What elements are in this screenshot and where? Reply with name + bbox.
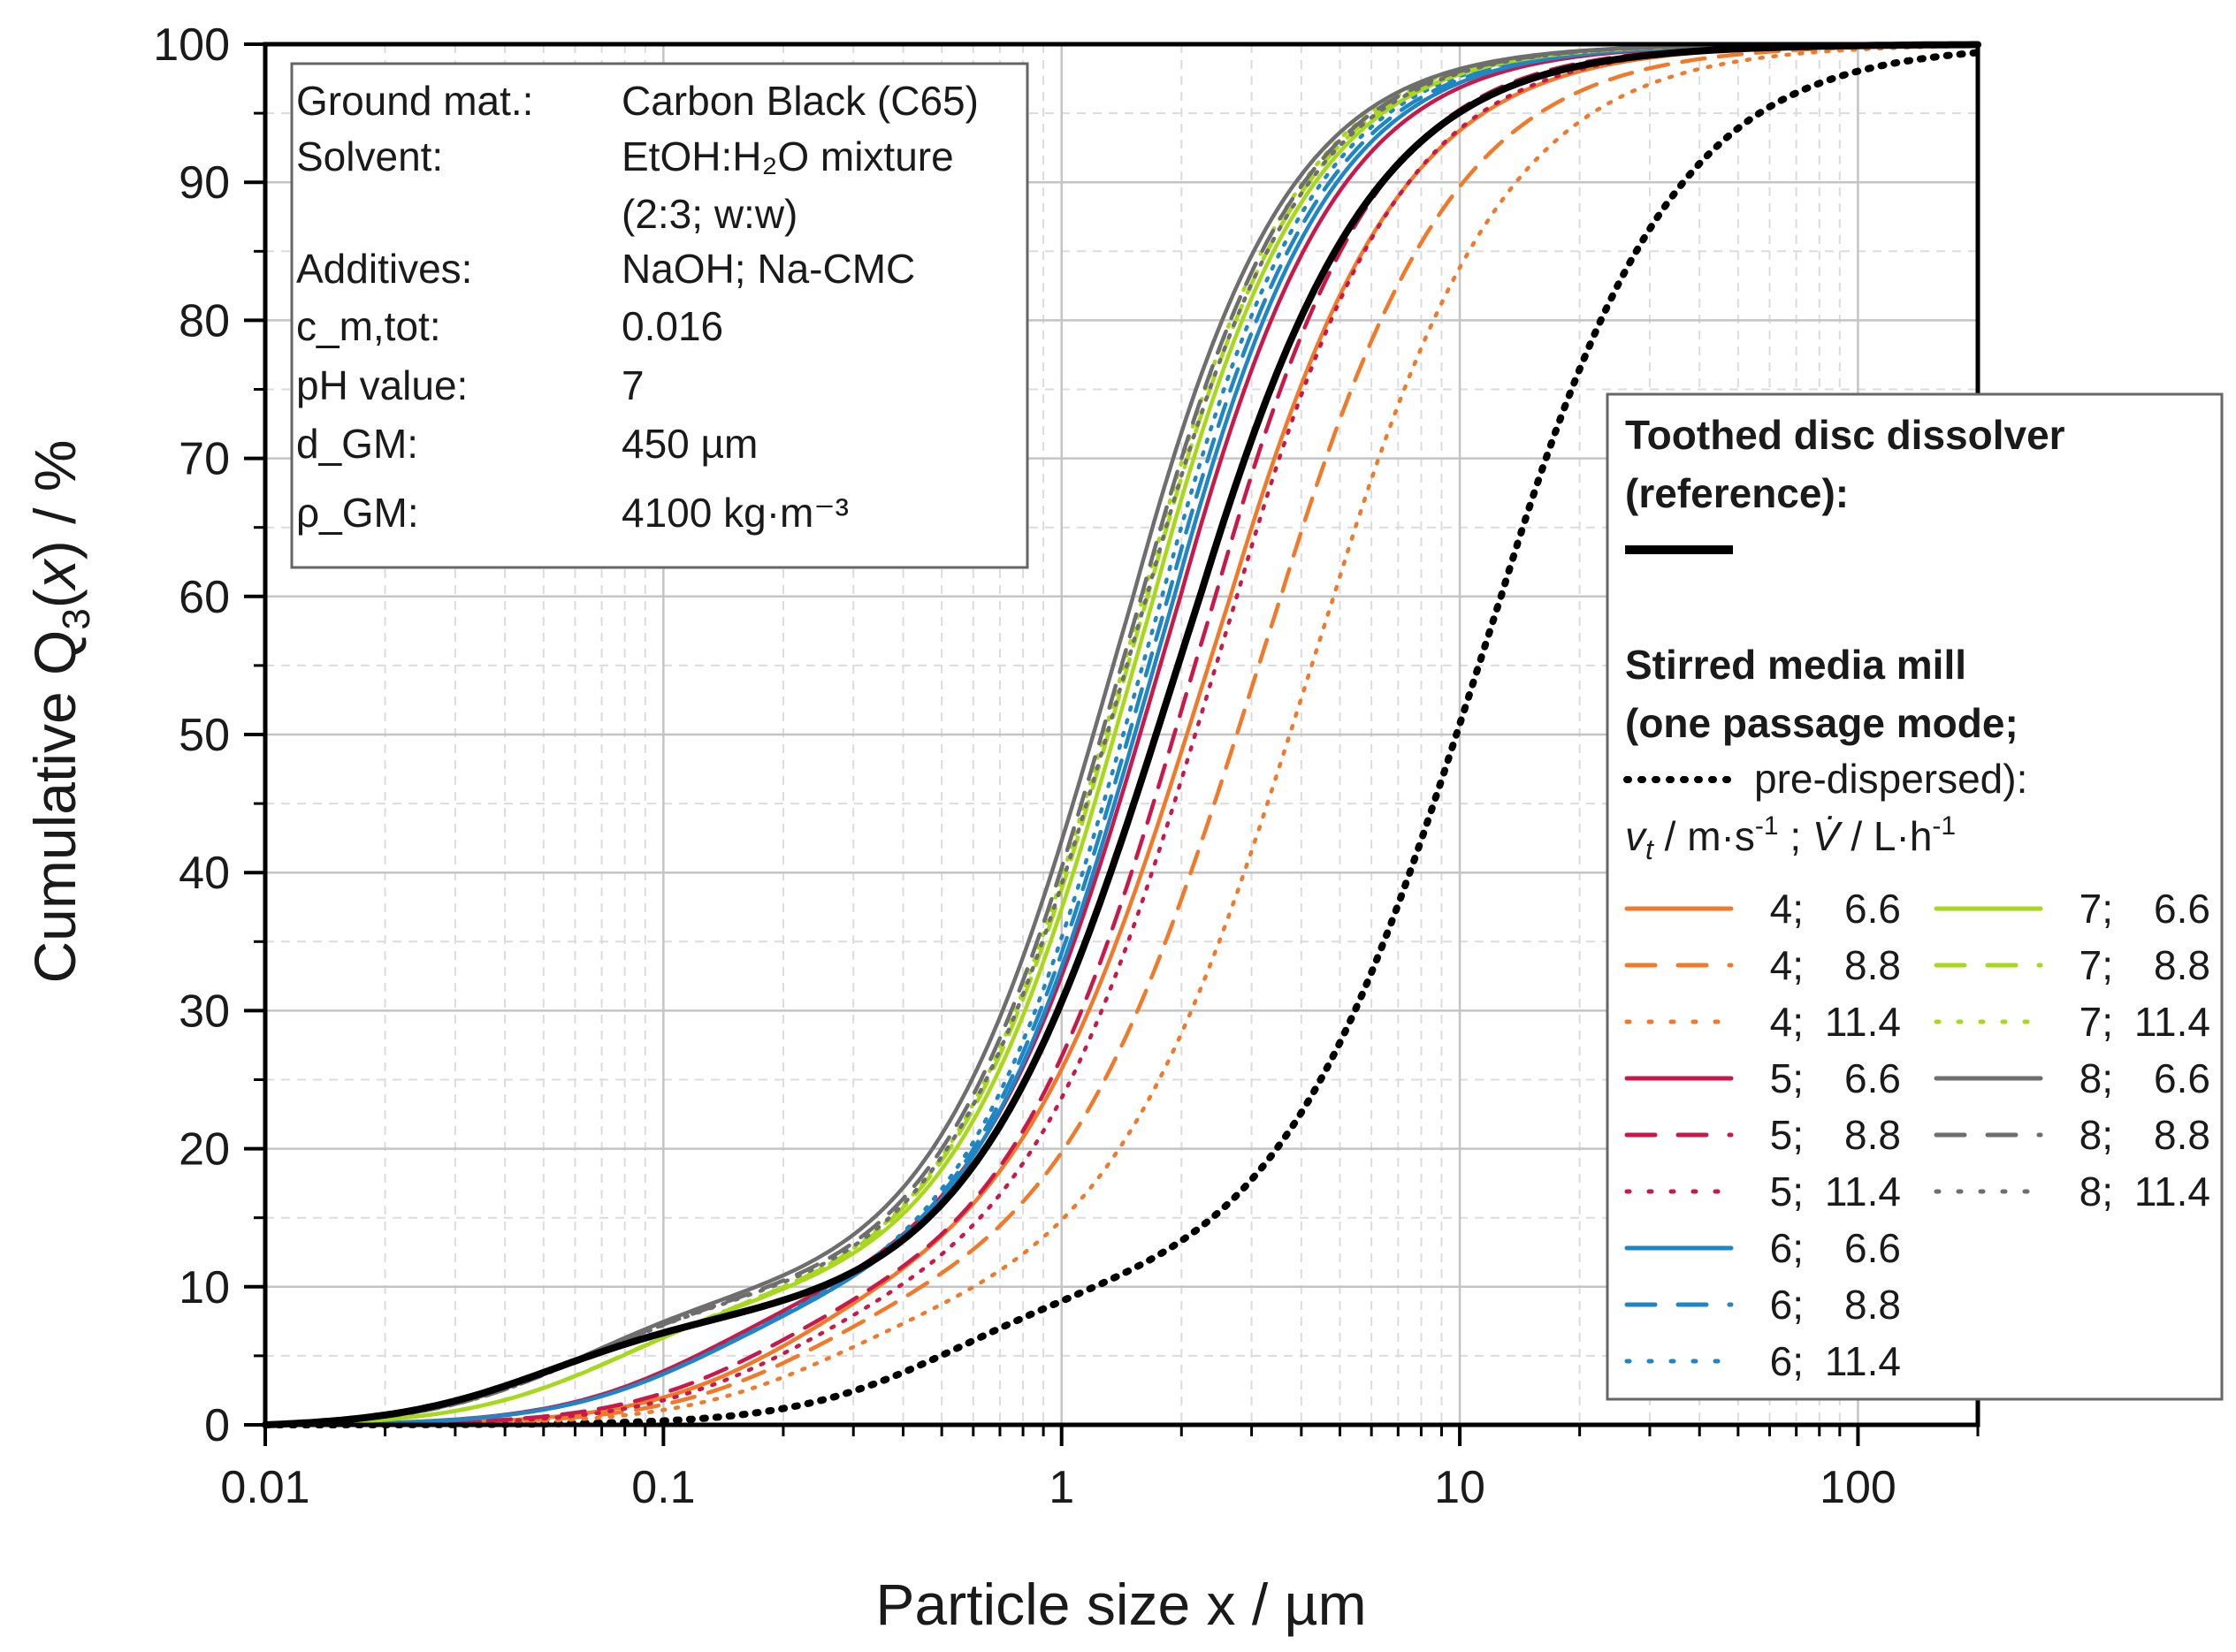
info-value: NaOH; Na-CMC xyxy=(622,246,915,292)
series-line-reference xyxy=(262,41,1981,1428)
x-tick-label: 0.01 xyxy=(220,1462,309,1513)
legend-vdot-label: 11.4 xyxy=(1825,1169,1901,1214)
legend-vdot-label: 8.8 xyxy=(2154,1112,2210,1158)
y-tick-label: 90 xyxy=(179,157,230,209)
x-tick-label: 1 xyxy=(1049,1462,1074,1513)
x-tick-label: 100 xyxy=(1820,1462,1896,1513)
info-box-frame xyxy=(290,62,1029,569)
info-value: 0.016 xyxy=(622,303,723,349)
info-value: (2:3; w:w) xyxy=(622,191,797,237)
series-line-8-8-8 xyxy=(263,42,1980,1427)
series-line-5-11-4 xyxy=(263,42,1980,1427)
legend-vt-label: 6; xyxy=(1770,1338,1804,1384)
info-label: Solvent: xyxy=(296,133,443,179)
series-line-4-11-4 xyxy=(263,43,1980,1427)
info-label: c_m,tot: xyxy=(296,303,441,349)
legend-vdot-label: 8.8 xyxy=(2154,942,2210,988)
legend-vdot-label: 8.8 xyxy=(1844,1112,1901,1158)
y-tick-label: 100 xyxy=(153,19,230,71)
legend-vdot-label: 8.8 xyxy=(1844,1282,1901,1328)
legend-vdot-label: 6.6 xyxy=(2154,886,2210,932)
legend-vdot-label: 11.4 xyxy=(1825,999,1901,1045)
info-label: d_GM: xyxy=(296,421,418,467)
legend-vdot-label: 6.6 xyxy=(1844,1055,1901,1101)
legend-reference-title-line2: (reference): xyxy=(1625,470,1849,516)
y-tick-label: 70 xyxy=(179,434,230,485)
info-box: Ground mat.: Carbon Black (C65) Solvent: Et… xyxy=(290,62,1029,569)
series-line-pre-dispersed xyxy=(262,49,1981,1428)
x-tick-label: 10 xyxy=(1434,1462,1485,1513)
legend-vt-label: 8; xyxy=(2080,1055,2113,1101)
legend-vt-label: 5; xyxy=(1770,1055,1804,1101)
legend-vt-label: 4; xyxy=(1770,999,1804,1045)
legend-vdot-label: 6.6 xyxy=(1844,886,1901,932)
y-tick-label: 40 xyxy=(179,848,230,899)
legend: Toothed disc dissolver (reference): Stir… xyxy=(1606,392,2224,1401)
legend-vt-label: 5; xyxy=(1770,1169,1804,1214)
legend-vdot-label: 11.4 xyxy=(2134,1169,2210,1214)
legend-vt-label: 4; xyxy=(1770,942,1804,988)
y-tick-label: 0 xyxy=(204,1400,230,1451)
legend-vdot-label: 11.4 xyxy=(1825,1338,1901,1384)
legend-vt-label: 4; xyxy=(1770,886,1804,932)
axis-tick-labels: 0.01 0.1 1 10 100 0 10 20 30 40 50 60 70 80 90 100 xyxy=(153,19,1896,1513)
legend-vt-label: 8; xyxy=(2080,1169,2113,1214)
y-tick-label: 20 xyxy=(179,1124,230,1176)
info-label: Ground mat.: xyxy=(296,78,533,124)
legend-vdot-label: 6.6 xyxy=(1844,1225,1901,1271)
y-tick-label: 50 xyxy=(179,710,230,761)
info-value: 7 xyxy=(622,362,645,408)
x-axis-title: Particle size x / µm xyxy=(875,1572,1366,1637)
legend-reference-title-line1: Toothed disc dissolver xyxy=(1625,412,2065,458)
legend-vdot-label: 11.4 xyxy=(2134,999,2210,1045)
legend-mill-title-line2: (one passage mode; xyxy=(1625,700,2019,746)
info-value: Carbon Black (C65) xyxy=(622,78,979,124)
y-axis-title: Cumulative Q3(x) / % xyxy=(22,440,98,984)
info-value: EtOH:H₂O mixture xyxy=(622,133,954,179)
y-tick-label: 80 xyxy=(179,295,230,346)
legend-entries: 4; 6.6 4; 8.8 4; 11.4 5; 6.6 5; 8.8 5; 11.4 6; 6.6 6; 8… xyxy=(1624,886,2210,1384)
info-label: ρ_GM: xyxy=(296,490,419,536)
info-label: Additives: xyxy=(296,246,472,292)
info-value: 450 µm xyxy=(622,421,758,467)
legend-vdot-label: 8.8 xyxy=(1844,942,1901,988)
info-value: 4100 kg·m⁻³ xyxy=(622,490,849,536)
legend-predispersed-label: pre-dispersed): xyxy=(1754,756,2027,802)
legend-vt-label: 8; xyxy=(2080,1112,2113,1158)
series-line-4-8-8 xyxy=(263,42,1980,1427)
axis-ticks xyxy=(244,42,1980,1446)
info-rows: Ground mat.: Carbon Black (C65) Solvent: Et… xyxy=(296,78,979,536)
legend-vdot-label: 6.6 xyxy=(2154,1055,2210,1101)
info-label: pH value: xyxy=(296,362,468,408)
legend-frame xyxy=(1606,392,2224,1401)
legend-vt-label: 7; xyxy=(2080,886,2113,932)
y-tick-label: 30 xyxy=(179,986,230,1037)
y-tick-label: 60 xyxy=(179,572,230,623)
y-tick-label: 10 xyxy=(179,1262,230,1313)
legend-mill-title-line1: Stirred media mill xyxy=(1625,642,1966,688)
legend-vt-label: 6; xyxy=(1770,1282,1804,1328)
legend-vt-label: 7; xyxy=(2080,942,2113,988)
legend-param-header: vt / m·s-1 ; V̇ / L·h-1 xyxy=(1625,811,1956,865)
legend-vt-label: 5; xyxy=(1770,1112,1804,1158)
legend-vt-label: 7; xyxy=(2080,999,2113,1045)
x-tick-label: 0.1 xyxy=(631,1462,695,1513)
legend-vt-label: 6; xyxy=(1770,1225,1804,1271)
